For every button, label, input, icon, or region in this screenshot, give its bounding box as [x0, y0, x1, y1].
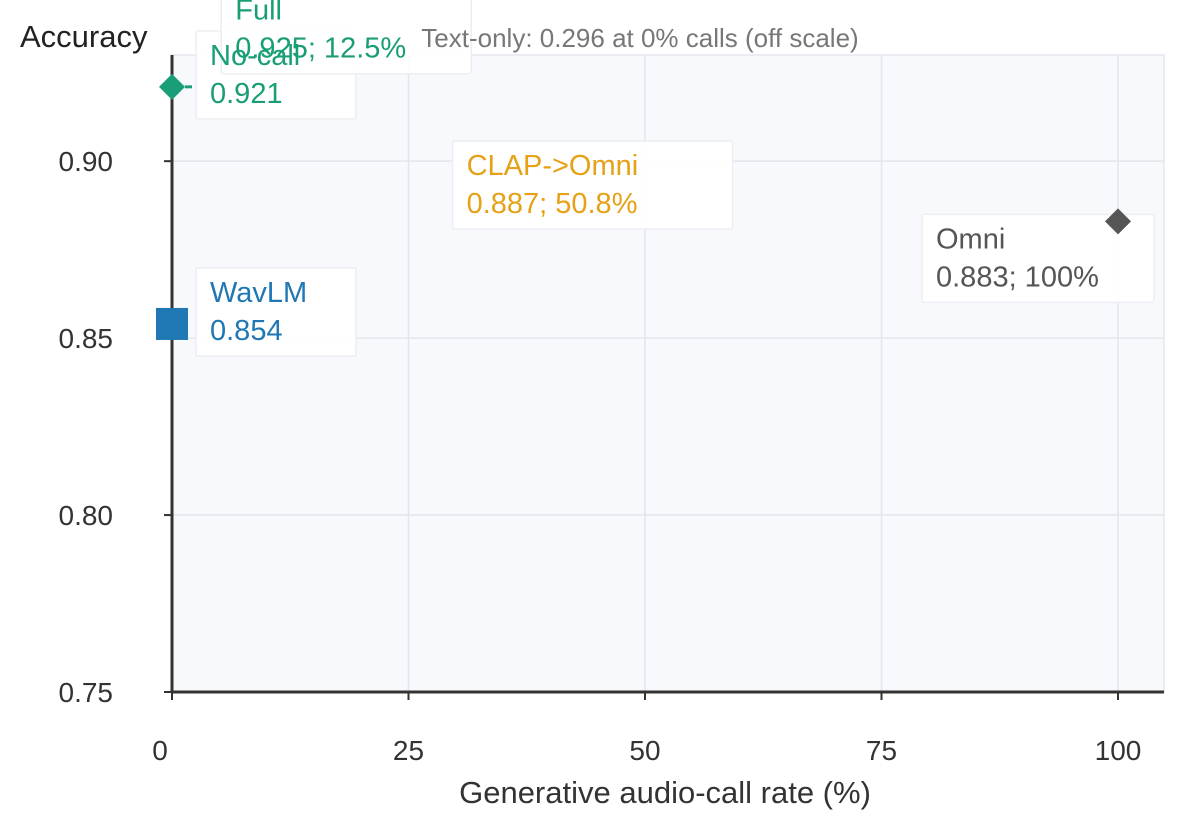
point-full-label: 0.925; 12.5% [235, 33, 406, 65]
y-tick-label: 0.75 [59, 677, 114, 708]
y-tick-label: 0.90 [59, 146, 114, 177]
point-wavlm-label: WavLM [210, 277, 307, 309]
x-tick-label: 50 [629, 735, 660, 766]
point-full-label: Full [235, 0, 282, 27]
annotation-box-omni [921, 213, 1155, 304]
point-omni-label: 0.883; 100% [936, 261, 1099, 293]
axes [164, 55, 1164, 700]
point-no-call-marker [159, 73, 185, 100]
x-tick-label: 0 [152, 735, 168, 766]
annotation-box-full [220, 0, 472, 75]
point-clap-omni-label: 0.887; 50.8% [467, 188, 638, 220]
off-scale-note: Text-only: 0.296 at 0% calls (off scale) [421, 23, 858, 53]
y-tick-label: 0.80 [59, 500, 114, 531]
point-no-call-label: No-call [210, 40, 300, 72]
y-axis-title: Accuracy [20, 19, 148, 54]
tick-labels: 0 25 50 75 100 0.75 0.80 0.85 0.90 [59, 146, 1142, 766]
x-tick-label: 25 [393, 735, 424, 766]
point-omni-label: Omni [936, 223, 1005, 255]
point-clap-omni-label: CLAP->Omni [467, 150, 639, 182]
x-tick-label: 100 [1095, 735, 1142, 766]
x-axis-title: Generative audio-call rate (%) [459, 775, 871, 810]
point-no-call-label: 0.921 [210, 78, 283, 110]
y-tick-label: 0.85 [59, 323, 114, 354]
point-wavlm-marker [156, 307, 188, 340]
x-tick-label: 75 [866, 735, 897, 766]
annotation-box-clap-omni [451, 140, 734, 230]
annotation-box-wavlm [195, 267, 357, 357]
annotation-boxes [195, 0, 1155, 357]
point-omni-marker [1105, 208, 1131, 235]
point-wavlm-label: 0.854 [210, 315, 283, 347]
data-points [156, 73, 1131, 340]
annotation-labels: No-call 0.921 Full 0.925; 12.5% WavLM 0.854 CL… [210, 0, 1099, 347]
